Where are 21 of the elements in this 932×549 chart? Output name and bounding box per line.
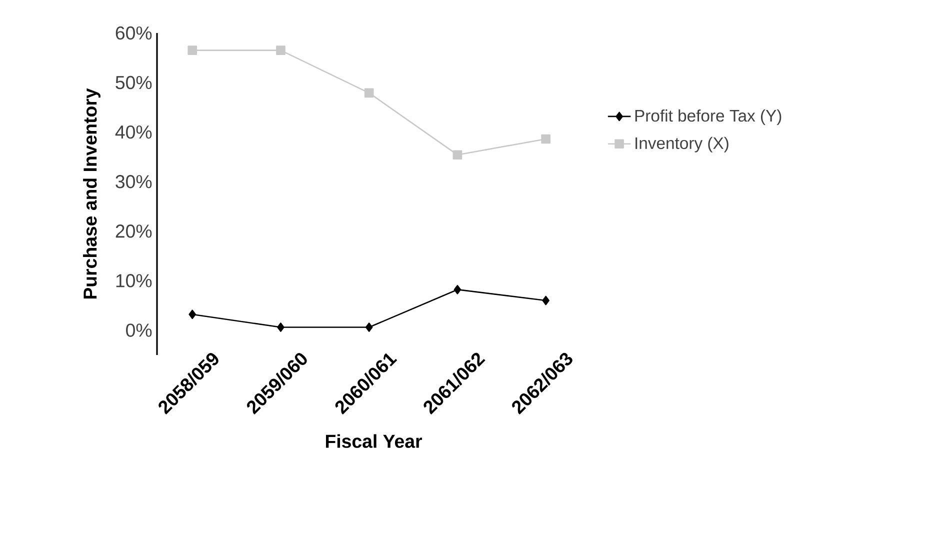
legend-label: Profit before Tax (Y) bbox=[635, 109, 782, 125]
y-tick-label: 60% bbox=[116, 26, 152, 40]
point bbox=[188, 310, 196, 320]
point bbox=[276, 46, 286, 55]
y-tick-label: 50% bbox=[116, 76, 152, 90]
point bbox=[541, 134, 550, 144]
legend-label: Inventory (X) bbox=[636, 136, 728, 152]
point bbox=[364, 88, 374, 98]
y-tick-label: 10% bbox=[116, 274, 152, 288]
x-axis-title: Fiscal Year bbox=[326, 434, 422, 448]
y-tick-label: 40% bbox=[115, 125, 152, 139]
y-tick-label: 0% bbox=[126, 324, 152, 337]
y-tick-label: 20% bbox=[116, 224, 152, 238]
point bbox=[277, 322, 284, 332]
point bbox=[188, 46, 198, 55]
y-axis-title: Purchase and Inventory bbox=[83, 88, 100, 299]
point bbox=[365, 322, 373, 332]
point bbox=[454, 284, 462, 294]
y-tick-label: 30% bbox=[116, 174, 152, 188]
point bbox=[452, 150, 462, 160]
point bbox=[542, 296, 550, 306]
